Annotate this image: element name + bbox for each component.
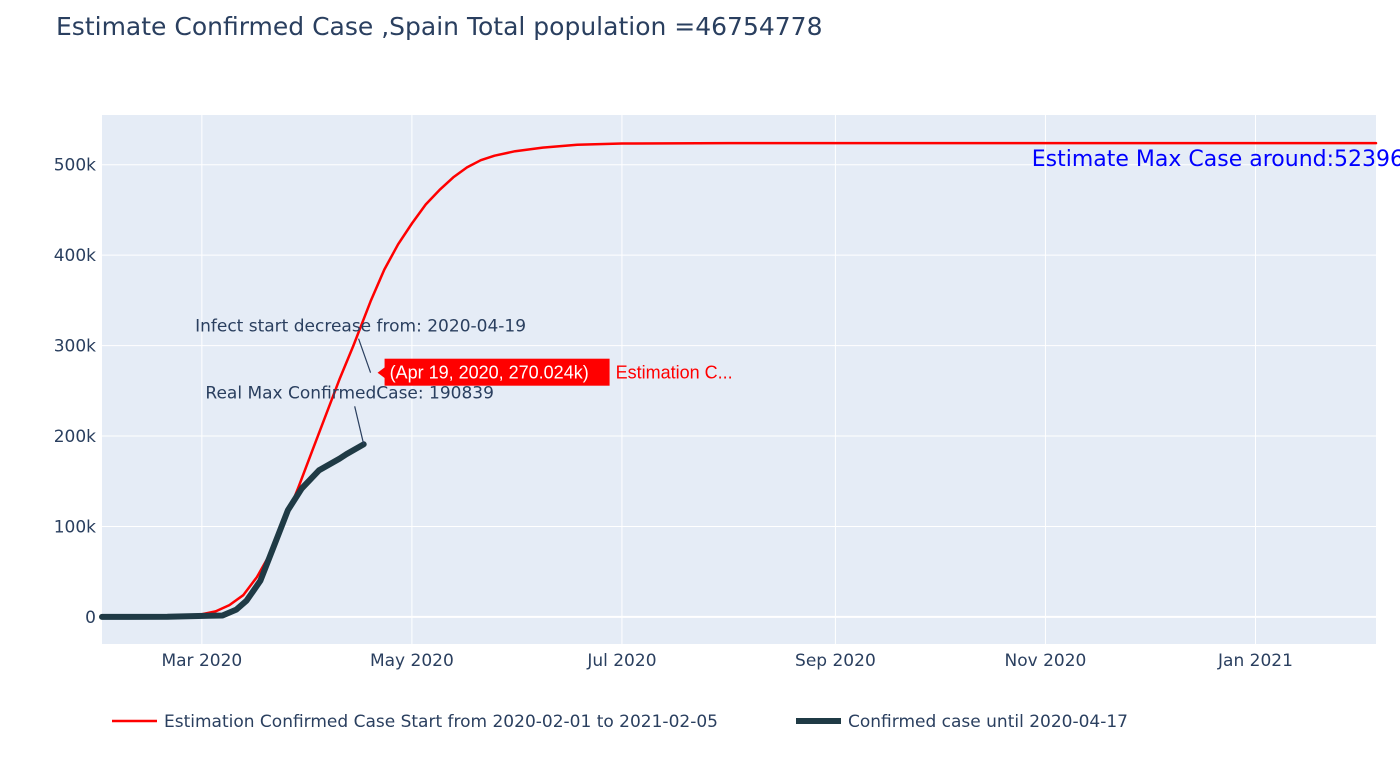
legend-label-estimation[interactable]: Estimation Confirmed Case Start from 202…	[164, 712, 718, 732]
y-tick-label: 0	[85, 608, 96, 628]
max-case-annotation: Estimate Max Case around:523967	[1032, 147, 1400, 172]
x-axis: Mar 2020 May 2020 Jul 2020 Sep 2020 Nov 2020…	[161, 651, 1292, 671]
estimation-series-line[interactable]	[100, 141, 1378, 619]
y-tick-label: 200k	[54, 427, 96, 447]
chart-title: Estimate Confirmed Case ,Spain Total pop…	[56, 12, 823, 41]
hover-series-text: Estimation C...	[616, 363, 733, 383]
x-tick-label: Nov 2020	[1005, 651, 1087, 671]
real-max-annotation-arrow	[354, 406, 365, 445]
y-tick-label: 500k	[54, 156, 96, 176]
y-tick-label: 400k	[54, 246, 96, 266]
decrease-annotation-arrow	[358, 338, 372, 373]
y-tick-label: 100k	[54, 517, 96, 537]
hover-pointer	[377, 366, 386, 379]
confirmed-series-line[interactable]	[99, 441, 367, 620]
hover-box	[384, 358, 610, 386]
x-tick-label: Jan 2021	[1217, 651, 1293, 671]
plot-background	[102, 115, 1376, 644]
hover-value-text: (Apr 19, 2020, 270.024k)	[390, 363, 589, 383]
x-tick-label: Sep 2020	[795, 651, 876, 671]
x-tick-label: Jul 2020	[586, 651, 656, 671]
x-tick-label: Mar 2020	[161, 651, 242, 671]
decrease-annotation-text: Infect start decrease from: 2020-04-19	[195, 317, 526, 337]
grid-lines	[102, 115, 1376, 644]
legend-label-confirmed[interactable]: Confirmed case until 2020-04-17	[848, 712, 1128, 732]
hover-label: (Apr 19, 2020, 270.024k) Estimation C...	[377, 358, 733, 386]
x-tick-label: May 2020	[370, 651, 454, 671]
y-axis: 0 100k 200k 300k 400k 500k	[54, 156, 96, 628]
legend[interactable]: Estimation Confirmed Case Start from 202…	[112, 712, 1128, 732]
annotations: Estimate Max Case around:523967 Infect st…	[195, 147, 1400, 445]
y-tick-label: 300k	[54, 337, 96, 357]
series-lines[interactable]	[99, 141, 1378, 620]
real-max-annotation-text: Real Max ConfirmedCase: 190839	[205, 383, 494, 403]
